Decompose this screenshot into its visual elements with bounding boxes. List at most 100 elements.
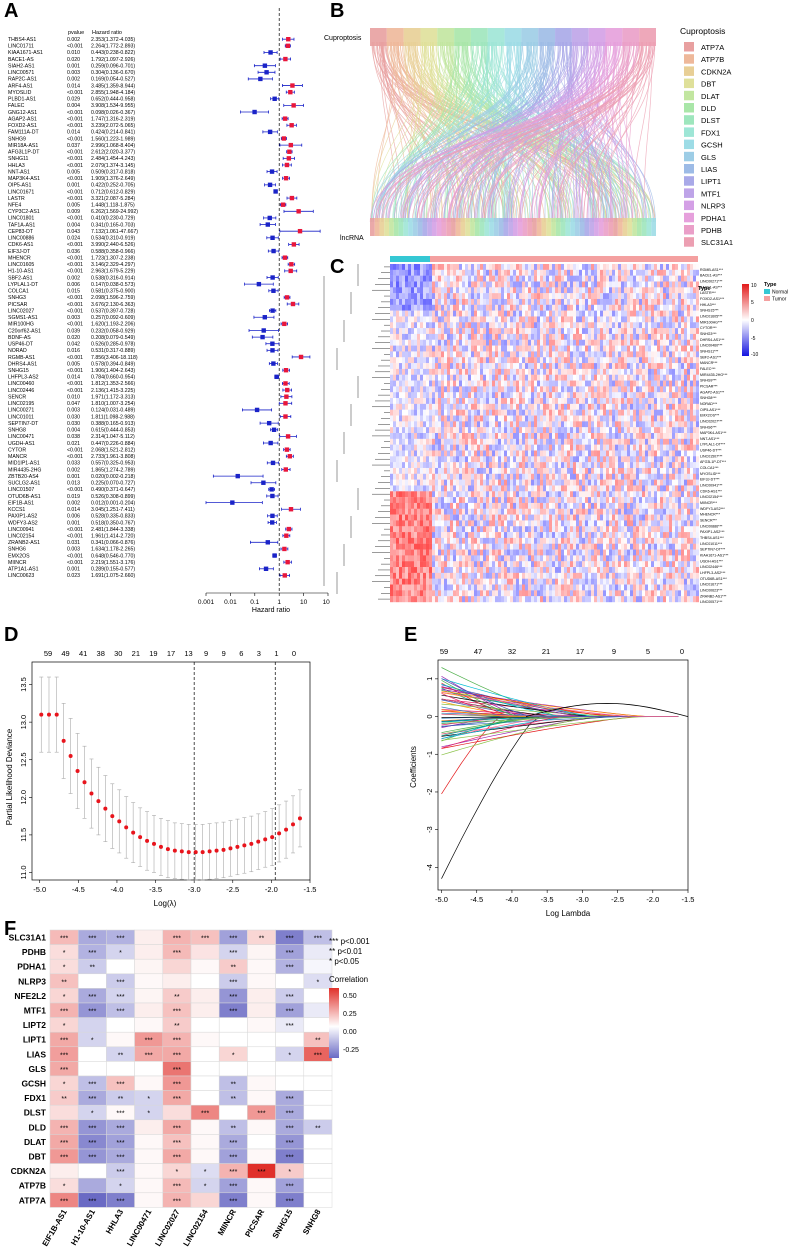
heatc-cell <box>393 328 396 335</box>
heatc-cell <box>669 287 672 294</box>
heatc-cell <box>588 264 591 271</box>
heatc-cell <box>423 450 426 457</box>
forest-hr-text: 1.448(1.118-1.875) <box>91 203 135 209</box>
heatc-cell <box>591 264 594 271</box>
heatc-cell <box>558 304 561 311</box>
heatc-cell <box>402 298 405 305</box>
heatc-cell <box>591 403 594 410</box>
forest-point <box>288 89 293 95</box>
heatc-cell <box>531 281 534 288</box>
heatc-cell <box>627 398 630 405</box>
heatc-cell <box>681 281 684 288</box>
heatc-cell <box>405 374 408 381</box>
heatc-cell <box>573 409 576 416</box>
heatc-cell <box>543 456 546 463</box>
forest-pvalue: <0.001 <box>67 189 83 195</box>
heatc-cell <box>459 462 462 469</box>
heatc-cell <box>651 409 654 416</box>
heatc-cell <box>468 298 471 305</box>
forest-pvalue: 0.010 <box>67 50 80 56</box>
heatc-cell <box>648 456 651 463</box>
heatc-cell <box>390 467 393 474</box>
heatc-cell <box>684 456 687 463</box>
heatc-cell <box>654 357 657 364</box>
heatc-cell <box>495 415 498 422</box>
heatc-cell <box>597 293 600 300</box>
heatc-cell <box>459 351 462 358</box>
heatc-cell <box>645 328 648 335</box>
heatc-cell <box>585 368 588 375</box>
heatc-cell <box>693 333 696 340</box>
heatc-cell <box>600 322 603 329</box>
heatc-cell <box>411 438 414 445</box>
heatc-cell <box>447 433 450 440</box>
heatc-cell <box>444 462 447 469</box>
heatc-cell <box>507 333 510 340</box>
heatc-cell <box>534 287 537 294</box>
heatc-cell <box>528 310 531 317</box>
sankey-node-lncrna <box>636 218 642 236</box>
heatc-cell <box>684 345 687 352</box>
heatc-cell <box>561 333 564 340</box>
heatc-cell <box>498 293 501 300</box>
heatc-cell <box>486 328 489 335</box>
heatc-cell <box>489 409 492 416</box>
heatc-cell <box>555 433 558 440</box>
heatc-cell <box>681 345 684 352</box>
heatc-cell <box>444 403 447 410</box>
heatc-cell <box>492 409 495 416</box>
heatc-cell <box>486 421 489 428</box>
heatc-cell <box>513 281 516 288</box>
heatc-cell <box>528 374 531 381</box>
heatc-cell <box>636 462 639 469</box>
heatc-cell <box>609 328 612 335</box>
heatc-cell <box>582 322 585 329</box>
heatc-cell <box>420 275 423 282</box>
heatc-cell <box>678 275 681 282</box>
heatc-cell <box>504 322 507 329</box>
heatc-cell <box>576 281 579 288</box>
heatc-cell <box>417 433 420 440</box>
heatc-cell <box>393 444 396 451</box>
forest-hr-text: 0.557(0.325-0.953) <box>91 461 135 467</box>
heatc-cell <box>414 310 417 317</box>
heatc-cell <box>405 304 408 311</box>
heatc-cell <box>456 275 459 282</box>
heatc-cell <box>432 456 435 463</box>
heatc-cell <box>420 467 423 474</box>
sankey-flow <box>403 41 460 223</box>
heatc-cell <box>498 298 501 305</box>
heatc-cell <box>576 398 579 405</box>
heatc-cell <box>648 275 651 282</box>
heatc-cell <box>474 467 477 474</box>
heatc-cell <box>543 450 546 457</box>
heatc-cell <box>603 298 606 305</box>
heatc-cell <box>411 322 414 329</box>
heatc-cell <box>468 444 471 451</box>
heatc-cell <box>678 374 681 381</box>
heatc-cell <box>690 456 693 463</box>
heatc-cell <box>435 275 438 282</box>
heatc-cell <box>495 363 498 370</box>
heatc-cell <box>621 333 624 340</box>
heatc-cell <box>642 275 645 282</box>
heatc-cell <box>609 316 612 323</box>
heatc-cell <box>435 450 438 457</box>
forest-point <box>272 553 277 558</box>
heatc-cell <box>441 316 444 323</box>
heatc-cell <box>408 467 411 474</box>
heatc-cell <box>654 450 657 457</box>
heatc-cell <box>483 316 486 323</box>
heatc-cell <box>630 444 633 451</box>
heatc-cell <box>603 433 606 440</box>
heatc-cell <box>489 374 492 381</box>
heatc-cell <box>516 322 519 329</box>
heatc-cell <box>663 264 666 271</box>
heatc-cell <box>462 363 465 370</box>
forest-point <box>284 447 290 452</box>
heatc-cell <box>651 310 654 317</box>
heatc-cell <box>405 473 408 480</box>
heatc-cell <box>543 345 546 352</box>
heatc-cell <box>405 456 408 463</box>
heatc-cell <box>564 357 567 364</box>
